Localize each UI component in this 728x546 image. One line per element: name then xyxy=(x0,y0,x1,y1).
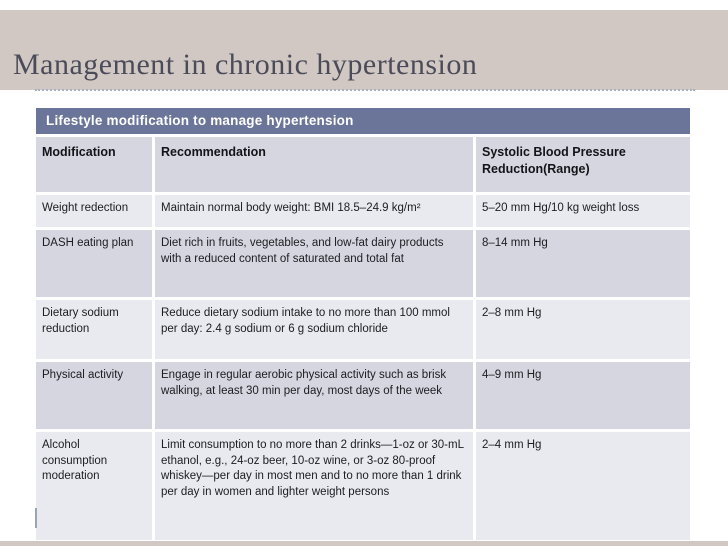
table-row-4-reduction: 4–9 mm Hg xyxy=(476,362,690,429)
table-row-1-reduction: 5–20 mm Hg/10 kg weight loss xyxy=(476,195,690,227)
table-row-4-recommendation: Engage in regular aerobic physical activ… xyxy=(155,362,473,429)
table-row-3-modification: Dietary sodium reduction xyxy=(36,300,152,359)
table-grid: Modification Recommendation Systolic Blo… xyxy=(36,137,690,540)
table-row-2-reduction: 8–14 mm Hg xyxy=(476,230,690,297)
table-caption: Lifestyle modification to manage hyperte… xyxy=(36,108,690,134)
bottom-border-strip xyxy=(0,541,728,546)
table-row-1-recommendation: Maintain normal body weight: BMI 18.5–24… xyxy=(155,195,473,227)
column-header-reduction: Systolic Blood Pressure Reduction(Range) xyxy=(476,137,690,192)
table-row-1-modification: Weight redection xyxy=(36,195,152,227)
text-cursor-artifact xyxy=(35,508,37,528)
table-row-2-modification: DASH eating plan xyxy=(36,230,152,297)
title-divider xyxy=(35,89,695,91)
table-row-5-reduction: 2–4 mm Hg xyxy=(476,432,690,540)
title-banner: Management in chronic hypertension xyxy=(0,10,728,90)
table-row-3-recommendation: Reduce dietary sodium intake to no more … xyxy=(155,300,473,359)
lifestyle-table: Lifestyle modification to manage hyperte… xyxy=(36,108,690,540)
table-row-2-recommendation: Diet rich in fruits, vegetables, and low… xyxy=(155,230,473,297)
table-row-5-modification: Alcohol consumption moderation xyxy=(36,432,152,540)
slide-title: Management in chronic hypertension xyxy=(13,48,478,81)
column-header-recommendation: Recommendation xyxy=(155,137,473,192)
table-row-5-recommendation: Limit consumption to no more than 2 drin… xyxy=(155,432,473,540)
column-header-modification: Modification xyxy=(36,137,152,192)
table-row-4-modification: Physical activity xyxy=(36,362,152,429)
table-row-3-reduction: 2–8 mm Hg xyxy=(476,300,690,359)
